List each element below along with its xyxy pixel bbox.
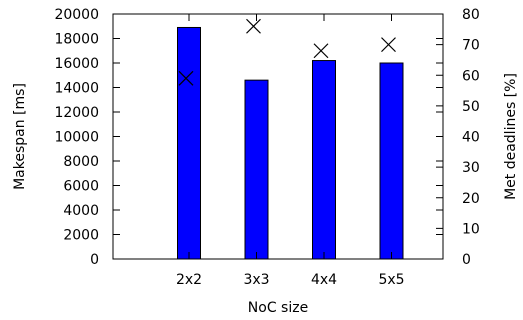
tick-layer: 0 2000 4000 6000 8000 10000 12000 14000 16000 180… xyxy=(54,7,479,288)
y2-tick-label: 30 xyxy=(462,160,480,176)
x-tick-label: 4x4 xyxy=(311,272,337,288)
y-tick-label: 14000 xyxy=(54,81,99,97)
y-tick-label: 20000 xyxy=(54,7,99,23)
bar xyxy=(244,79,269,260)
scatter-point xyxy=(313,43,329,59)
y-tick-label: 10000 xyxy=(54,130,99,146)
x-tick-label: 5x5 xyxy=(378,272,404,288)
y2-tick-label: 20 xyxy=(462,191,480,207)
y-tick-label: 18000 xyxy=(54,32,99,48)
x-tick-label: 2x2 xyxy=(176,272,202,288)
y2-axis-title: Met deadlines [%] xyxy=(503,73,519,200)
x-tick-label: 3x3 xyxy=(243,272,269,288)
scatter-point xyxy=(178,70,194,86)
scatter-point-stroke xyxy=(381,37,396,53)
y2-tick-label: 0 xyxy=(462,252,471,268)
y-tick-label: 16000 xyxy=(54,56,99,72)
y-tick-label: 0 xyxy=(90,252,99,268)
y2-tick-label: 50 xyxy=(462,99,480,115)
y-tick-label: 4000 xyxy=(63,203,99,219)
y2-tick-label: 40 xyxy=(462,130,480,146)
y2-tick-label: 60 xyxy=(462,68,480,84)
y2-tick-label: 80 xyxy=(462,7,480,23)
y-tick-label: 2000 xyxy=(63,228,99,244)
scatter-point-stroke xyxy=(178,70,194,86)
scatter-point xyxy=(246,18,261,34)
bars-layer xyxy=(177,26,404,260)
y-tick-label: 8000 xyxy=(63,154,99,170)
bar xyxy=(177,26,201,260)
bar xyxy=(379,62,404,260)
bar xyxy=(312,60,336,260)
x-axis-title: NoC size xyxy=(248,300,308,316)
y-tick-label: 6000 xyxy=(63,179,99,195)
y-tick-label: 12000 xyxy=(54,105,99,121)
marker-layer xyxy=(178,18,396,86)
scatter-point-stroke xyxy=(246,18,261,34)
y-axis-title: Makespan [ms] xyxy=(12,83,28,190)
y2-tick-label: 10 xyxy=(462,221,480,237)
scatter-point-stroke xyxy=(313,43,329,59)
scatter-point xyxy=(381,37,396,53)
y2-tick-label: 70 xyxy=(462,38,480,54)
